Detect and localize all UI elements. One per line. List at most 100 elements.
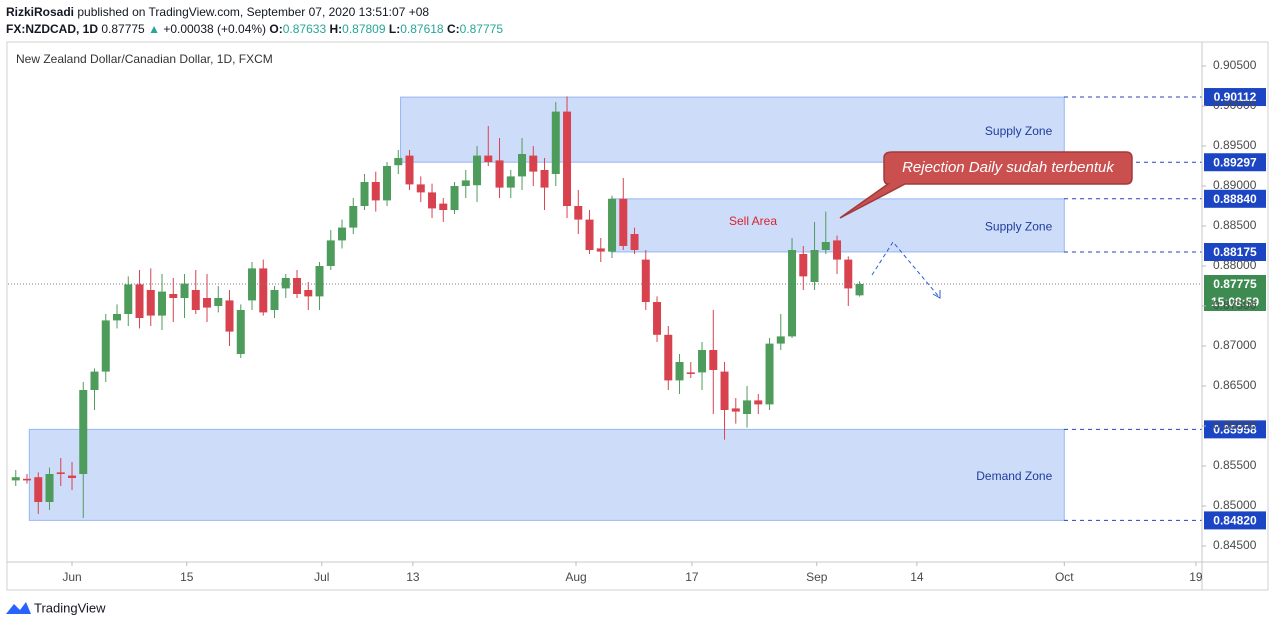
published: published on TradingView.com, September … xyxy=(77,5,430,19)
candle-body xyxy=(371,182,380,201)
l-label: L: xyxy=(388,22,401,36)
author: RizkiRosadi xyxy=(6,5,75,19)
logo-mark xyxy=(6,602,31,614)
countdown-badge xyxy=(1204,293,1266,311)
sell-area-label: Sell Area xyxy=(729,214,777,228)
candle-body xyxy=(450,186,459,210)
candle-body xyxy=(664,334,673,381)
candle-body xyxy=(495,160,504,188)
y-tick-label: 0.84500 xyxy=(1213,538,1257,552)
candle-body xyxy=(56,472,65,474)
level-badge xyxy=(1204,189,1266,208)
candle-body xyxy=(686,372,695,374)
candle-body xyxy=(113,314,122,321)
candle-body xyxy=(259,268,268,313)
overlays: 0.90112 0.89297 0.88840 0.88175 0.85958 0.848… xyxy=(8,88,1266,530)
level-label: 0.88840 xyxy=(1213,192,1257,206)
c-label: C: xyxy=(446,22,460,36)
candle-body xyxy=(101,320,110,372)
level-badge xyxy=(1204,153,1266,172)
level-label: 0.84820 xyxy=(1213,514,1257,528)
candle-body xyxy=(675,362,684,381)
x-tick-label: Jun xyxy=(62,570,81,584)
footer-brand: TradingView xyxy=(34,600,106,615)
candle-body xyxy=(619,198,628,246)
y-tick-label: 0.88000 xyxy=(1213,258,1257,272)
x-tick-label: 15 xyxy=(180,570,194,584)
candle-body xyxy=(135,284,144,318)
zone-label: Demand Zone xyxy=(976,469,1052,483)
x-tick-label: 19 xyxy=(1189,570,1203,584)
candle-body xyxy=(11,477,20,481)
y-tick-label: 0.86000 xyxy=(1213,418,1257,432)
candle-body xyxy=(473,155,482,186)
y-tick-label: 0.90500 xyxy=(1213,58,1257,72)
candle-body xyxy=(844,259,853,289)
candle-body xyxy=(765,343,774,405)
candle-body xyxy=(34,477,43,502)
candle-body xyxy=(191,290,200,310)
candle-body xyxy=(529,155,538,172)
candle-body xyxy=(540,170,549,188)
publish-line: RizkiRosadi published on TradingView.com… xyxy=(6,4,503,21)
candle-body xyxy=(439,203,448,210)
candle-body xyxy=(349,206,358,228)
candle-body xyxy=(248,268,257,301)
candle-body xyxy=(383,166,392,201)
candle-body xyxy=(338,227,347,241)
candle-body xyxy=(484,155,493,162)
candle-body xyxy=(270,290,279,310)
candle-body xyxy=(169,294,178,298)
candle-body xyxy=(754,400,763,405)
candle-body xyxy=(360,182,369,206)
candle-body xyxy=(776,336,785,344)
candle-body xyxy=(630,234,639,250)
candle-body xyxy=(315,266,324,297)
o-label: O: xyxy=(269,22,283,36)
x-tick-label: 14 xyxy=(910,570,924,584)
projection-arrowhead xyxy=(932,290,941,299)
y-tick-label: 0.87000 xyxy=(1213,338,1257,352)
level-badge xyxy=(1204,511,1266,530)
candle-body xyxy=(563,111,572,206)
candle-body xyxy=(394,158,403,166)
level-label: 0.85958 xyxy=(1213,423,1257,437)
y-tick-label: 0.85500 xyxy=(1213,458,1257,472)
candle-body xyxy=(79,390,88,474)
candle-body xyxy=(405,155,414,185)
x-tick-label: Oct xyxy=(1055,570,1074,584)
projection-arrow xyxy=(871,241,941,299)
callout-bubble xyxy=(839,151,1133,219)
candle-body xyxy=(551,111,560,174)
last-price-badge xyxy=(1204,275,1266,293)
symbol: FX:NZDCAD, 1D xyxy=(6,22,98,36)
level-badge xyxy=(1204,243,1266,261)
change: +0.00038 (+0.04%) xyxy=(163,22,267,36)
y-tick-label: 0.85000 xyxy=(1213,498,1257,512)
candle-body xyxy=(720,371,729,410)
candle-body xyxy=(788,250,797,337)
callout-text: Rejection Daily sudah terbentuk xyxy=(902,159,1115,176)
chart-title: New Zealand Dollar/Canadian Dollar, 1D, … xyxy=(16,52,273,66)
candle-body xyxy=(293,278,302,294)
candle-body xyxy=(90,371,99,390)
zones: Supply Zone Supply Zone Demand Zone xyxy=(28,96,1065,521)
candle-body xyxy=(653,302,662,335)
c-value: 0.87775 xyxy=(459,22,504,36)
y-tick-label: 0.88500 xyxy=(1213,218,1257,232)
candle-body xyxy=(203,298,212,308)
y-tick-label: 0.89500 xyxy=(1213,138,1257,152)
candles xyxy=(11,96,864,518)
candle-body xyxy=(799,254,808,277)
y-tick-label: 0.87500 xyxy=(1213,298,1257,312)
candle-body xyxy=(709,350,718,370)
level-badge xyxy=(1204,88,1266,107)
y-tick-label: 0.86500 xyxy=(1213,378,1257,392)
zone xyxy=(28,428,1065,521)
l-value: 0.87618 xyxy=(400,22,444,36)
h-value: 0.87809 xyxy=(342,22,386,36)
candle-body xyxy=(225,300,234,332)
candle-body xyxy=(821,242,830,250)
